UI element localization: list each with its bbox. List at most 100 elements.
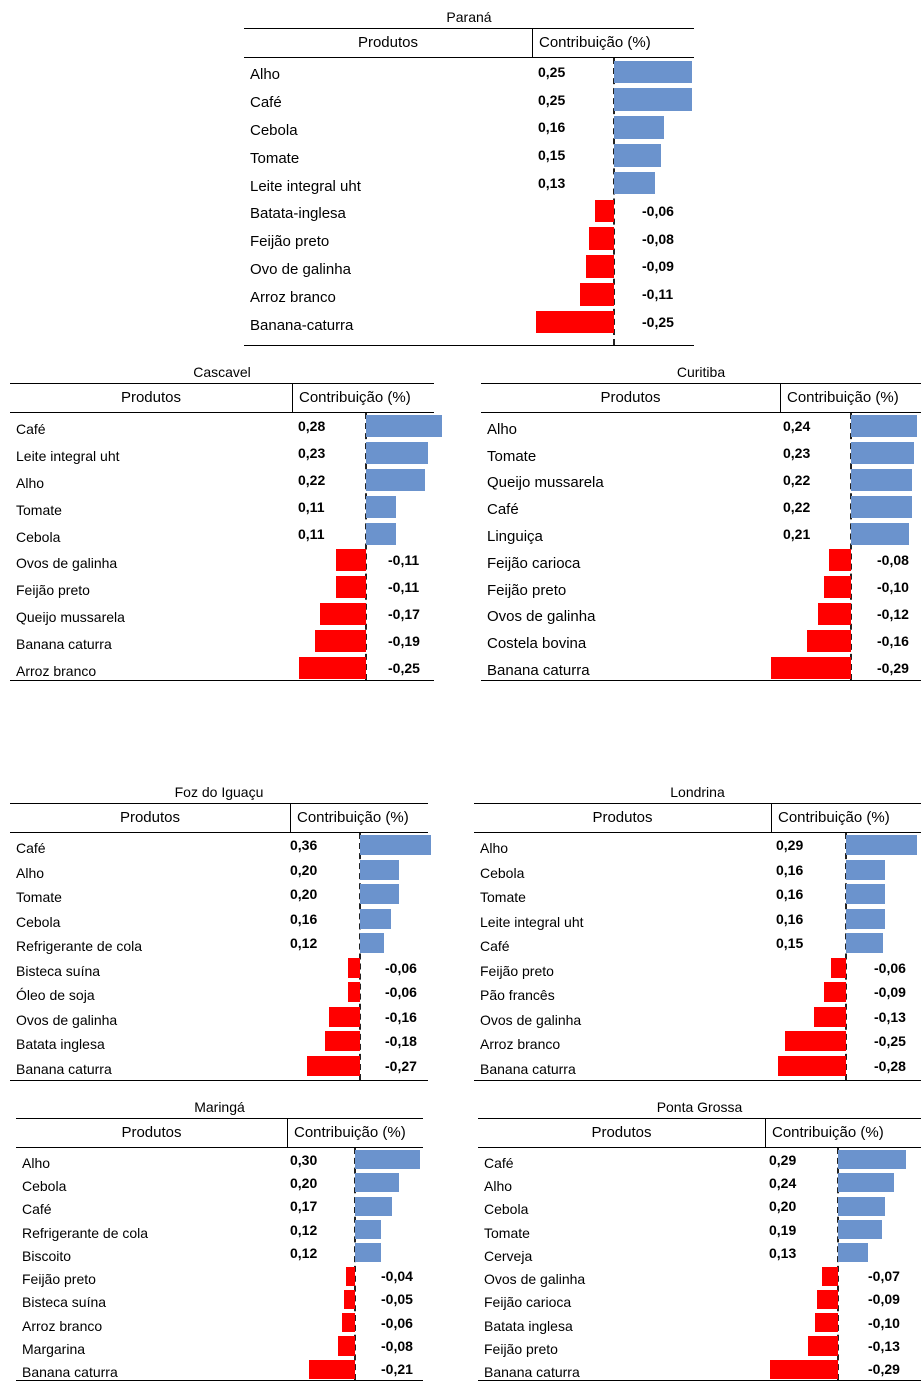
value-label: -0,16 <box>385 1008 417 1025</box>
table-row: Cebola 0,20 <box>16 1171 423 1194</box>
chart-body: Alho 0,24 Tomate 0,23 Queijo mussarela 0,22 Ca… <box>481 413 921 681</box>
product-label: Batata inglesa <box>484 1317 573 1334</box>
table-header: Produtos Contribuição (%) <box>481 383 921 413</box>
table-row: Ovos de galinha -0,12 <box>481 601 921 628</box>
negative-bar <box>348 982 360 1003</box>
table-row: Queijo mussarela -0,17 <box>10 601 434 628</box>
negative-bar <box>337 1336 355 1356</box>
zero-axis <box>837 1148 839 1380</box>
chart-title: Londrina <box>670 784 725 800</box>
header-contribution: Contribuição (%) <box>290 804 428 832</box>
value-label: 0,16 <box>290 910 318 927</box>
product-label: Café <box>22 1201 52 1218</box>
table-row: Café 0,29 <box>478 1148 921 1171</box>
negative-bar <box>346 1266 355 1286</box>
value-label: 0,24 <box>783 418 811 435</box>
value-label: 0,20 <box>290 861 318 878</box>
product-label: Cebola <box>480 864 525 881</box>
table-header: Produtos Contribuição (%) <box>244 28 694 58</box>
table-header: Produtos Contribuição (%) <box>474 803 921 833</box>
table-row: Banana caturra -0,29 <box>478 1358 921 1381</box>
value-label: -0,13 <box>874 1008 906 1025</box>
value-label: 0,21 <box>783 525 811 542</box>
header-products: Produtos <box>121 1124 182 1141</box>
table-row: Arroz branco -0,25 <box>10 654 434 681</box>
table-row: Banana-caturra -0,25 <box>244 308 694 336</box>
product-label: Arroz branco <box>480 1036 561 1053</box>
chart-panel-londrina: Londrina Produtos Contribuição (%) Alho 0,29… <box>474 781 921 1081</box>
positive-bar <box>360 835 431 856</box>
table-row: Refrigerante de cola 0,12 <box>10 931 428 956</box>
value-label: -0,06 <box>385 959 417 976</box>
value-label: 0,29 <box>769 1151 797 1168</box>
value-label: -0,19 <box>388 632 420 649</box>
product-label: Pão francês <box>480 987 555 1004</box>
negative-bar <box>817 1289 838 1309</box>
table-row: Feijão preto -0,06 <box>474 956 921 981</box>
product-label: Tomate <box>487 447 537 465</box>
value-label: -0,06 <box>381 1314 413 1331</box>
product-label: Alho <box>480 840 509 857</box>
value-label: -0,29 <box>877 659 909 676</box>
table-row: Alho 0,25 <box>244 58 694 86</box>
positive-bar <box>355 1150 421 1170</box>
table-header: Produtos Contribuição (%) <box>10 803 428 833</box>
value-label: 0,20 <box>290 886 318 903</box>
chart-title: Curitiba <box>676 364 726 380</box>
table-row: Café 0,25 <box>244 86 694 114</box>
value-label: -0,29 <box>868 1361 900 1378</box>
value-label: 0,20 <box>290 1174 318 1191</box>
negative-bar <box>814 1313 838 1333</box>
positive-bar <box>614 116 664 139</box>
negative-bar <box>814 1006 846 1027</box>
positive-bar <box>366 522 396 545</box>
table-row: Batata inglesa -0,10 <box>478 1311 921 1334</box>
value-label: 0,12 <box>290 1221 318 1238</box>
table-row: Bisteca suína -0,05 <box>16 1288 423 1311</box>
product-label: Alho <box>16 864 45 881</box>
table-row: Batata-inglesa -0,06 <box>244 197 694 225</box>
value-label: 0,16 <box>776 886 804 903</box>
header-products: Produtos <box>120 389 182 406</box>
product-label: Leite integral uht <box>16 448 120 465</box>
positive-bar <box>851 469 912 491</box>
value-label: 0,13 <box>769 1244 797 1261</box>
value-label: 0,17 <box>290 1198 318 1215</box>
table-row: Ovo de galinha -0,09 <box>244 253 694 281</box>
product-label: Cebola <box>16 528 61 545</box>
zero-axis <box>359 833 361 1080</box>
chart-panel-cascavel: Cascavel Produtos Contribuição (%) Café 0,28… <box>10 361 442 681</box>
negative-bar <box>536 310 614 334</box>
product-label: Banana-caturra <box>250 316 354 334</box>
table-row: Bisteca suína -0,06 <box>10 956 428 981</box>
value-label: 0,11 <box>298 525 325 542</box>
value-label: 0,22 <box>783 498 811 515</box>
negative-bar <box>314 629 366 652</box>
table-row: Leite integral uht 0,13 <box>244 169 694 197</box>
positive-bar <box>846 835 917 856</box>
product-label: Bisteca suína <box>16 962 101 979</box>
product-label: Ovos de galinha <box>480 1011 582 1028</box>
table-row: Tomate 0,23 <box>481 440 921 467</box>
value-label: 0,25 <box>538 63 566 80</box>
product-label: Cerveja <box>484 1247 533 1264</box>
positive-bar <box>355 1243 382 1263</box>
value-label: 0,23 <box>298 445 326 462</box>
table-row: Feijão preto -0,10 <box>481 574 921 601</box>
value-label: 0,28 <box>298 418 326 435</box>
product-label: Tomate <box>16 501 62 518</box>
product-label: Feijão preto <box>484 1341 558 1358</box>
zero-axis <box>613 58 615 345</box>
positive-bar <box>838 1243 869 1263</box>
product-label: Cebola <box>250 121 298 139</box>
value-label: -0,09 <box>874 984 906 1001</box>
chart-body: Alho 0,25 Café 0,25 Cebola 0,16 Tomate 0,15 Leit… <box>244 58 694 346</box>
negative-bar <box>328 1006 360 1027</box>
table-row: Feijão carioca -0,09 <box>478 1288 921 1311</box>
table-row: Feijão preto -0,11 <box>10 574 434 601</box>
table-row: Café 0,17 <box>16 1195 423 1218</box>
table-row: Alho 0,20 <box>10 858 428 883</box>
positive-bar <box>614 88 692 112</box>
positive-bar <box>846 884 886 905</box>
product-label: Café <box>484 1154 514 1171</box>
